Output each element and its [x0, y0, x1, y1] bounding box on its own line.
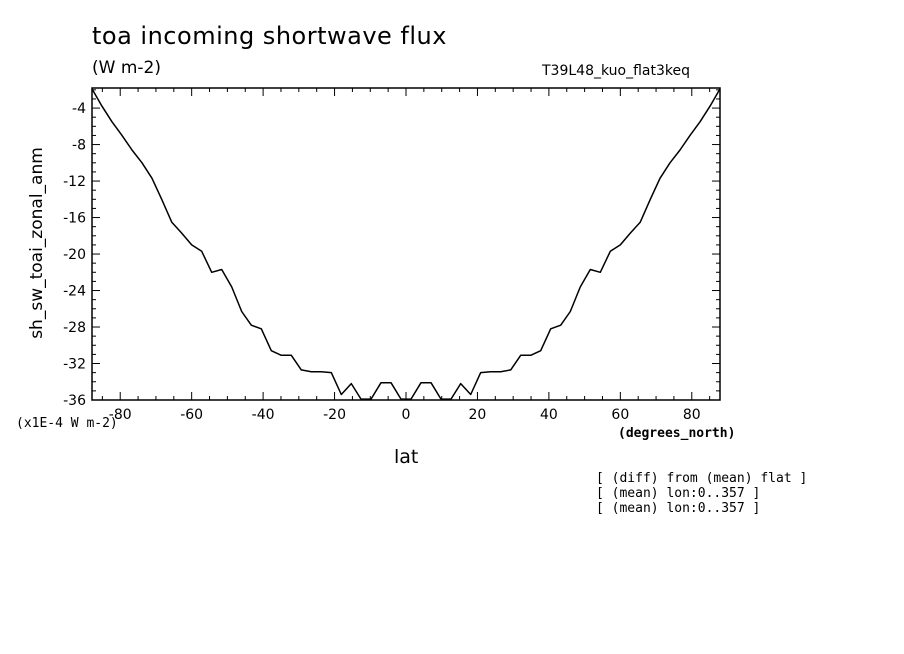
processing-notes: [ (diff) from (mean) flat ] [ (mean) lon…: [596, 471, 807, 516]
x-axis-label: lat: [394, 446, 419, 468]
y-tick-label: -8: [72, 138, 86, 154]
y-tick-label: -4: [72, 101, 86, 117]
y-tick-label: -36: [63, 393, 86, 409]
y-tick-label: -32: [63, 357, 86, 373]
x-tick-label: -80: [109, 407, 132, 423]
x-tick-label: 0: [402, 407, 411, 423]
x-tick-label: 80: [683, 407, 701, 423]
x-tick-label: -40: [252, 407, 275, 423]
series-line: [91, 88, 721, 400]
note-line: [ (diff) from (mean) flat ]: [596, 471, 808, 486]
y-tick-label: -24: [63, 284, 86, 300]
y-scale-label: (x1E-4 W m-2): [16, 416, 118, 431]
x-tick-label: 60: [611, 407, 629, 423]
note-line: [ (mean) lon:0..357 ]: [596, 501, 761, 516]
run-name-label: T39L48_kuo_flat3keq: [542, 63, 690, 79]
chart-title: toa incoming shortwave flux: [92, 22, 447, 50]
x-axis-units: (degrees_north): [618, 426, 736, 441]
y-tick-label: -16: [63, 211, 86, 227]
x-tick-label: 20: [469, 407, 487, 423]
note-line: [ (mean) lon:0..357 ]: [596, 486, 761, 501]
y-tick-label: -20: [63, 247, 86, 263]
y-tick-label: -28: [63, 320, 86, 336]
x-tick-label: 40: [540, 407, 558, 423]
y-tick-label: -12: [63, 174, 86, 190]
chart-subtitle-units: (W m-2): [92, 58, 161, 78]
plot-frame: [91, 87, 721, 401]
x-tick-label: -60: [180, 407, 203, 423]
x-tick-label: -20: [323, 407, 346, 423]
